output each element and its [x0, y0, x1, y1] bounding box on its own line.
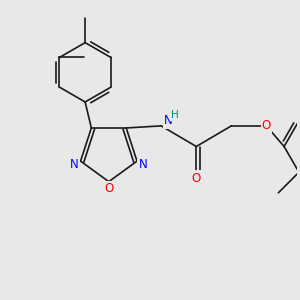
- Text: N: N: [139, 158, 147, 171]
- Text: N: N: [164, 115, 172, 128]
- Text: H: H: [171, 110, 179, 120]
- Text: O: O: [262, 119, 271, 132]
- Text: N: N: [70, 158, 79, 171]
- Text: O: O: [104, 182, 113, 195]
- Text: O: O: [192, 172, 201, 184]
